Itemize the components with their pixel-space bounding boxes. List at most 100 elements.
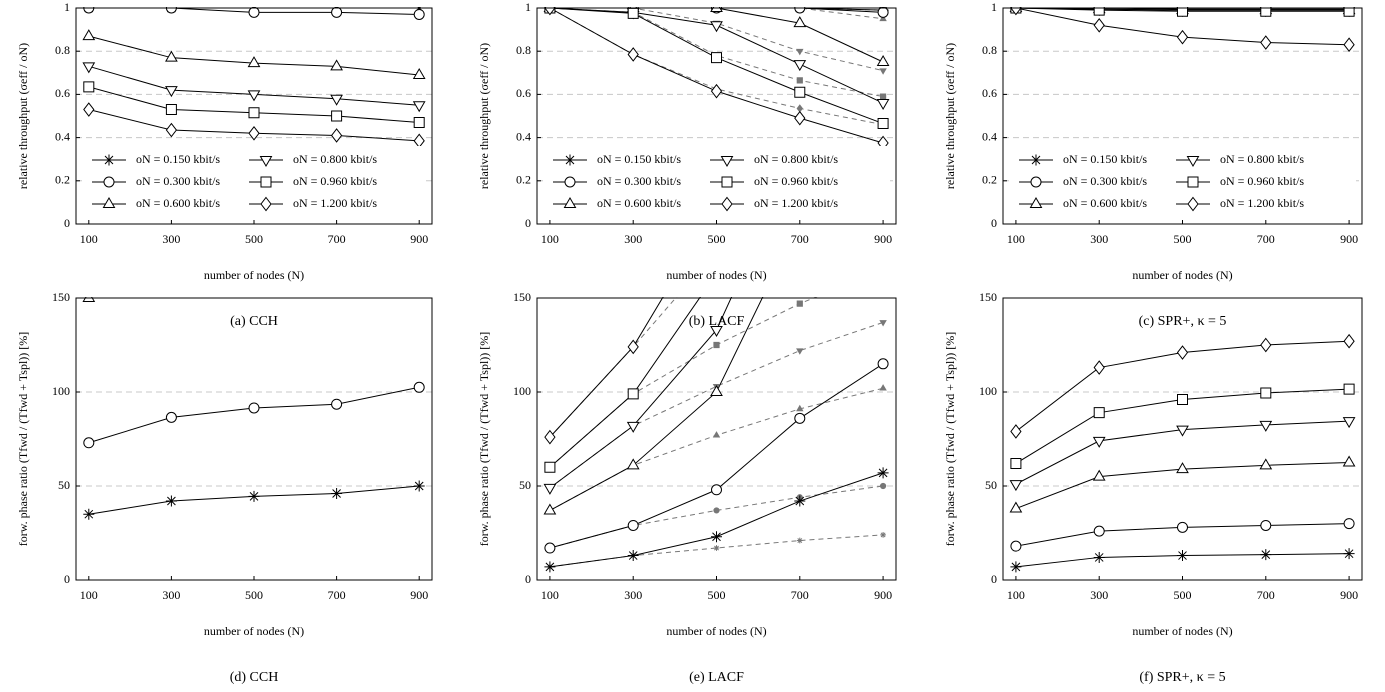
plot-frame bbox=[75, 7, 433, 225]
data-point bbox=[1177, 550, 1188, 562]
plot-frame bbox=[1002, 297, 1363, 581]
x-tick-label: 500 bbox=[708, 232, 726, 246]
x-axis-label: number of nodes (N) bbox=[204, 268, 304, 282]
plot-area bbox=[543, 7, 890, 151]
panel: 0 50 100 150 100 300 500 700 900 number of nodes … bbox=[943, 290, 1363, 685]
legend-marker bbox=[1030, 176, 1042, 188]
caption: (c) SPR+, κ = 5 bbox=[1139, 314, 1227, 329]
data-point bbox=[796, 300, 803, 307]
y-tick-label: 0.2 bbox=[982, 173, 997, 187]
data-point bbox=[165, 495, 177, 507]
y-tick-label: 0.8 bbox=[516, 43, 531, 57]
data-point bbox=[712, 431, 721, 438]
data-point bbox=[413, 480, 425, 492]
legend-label: oN = 0.960 kbit/s bbox=[293, 174, 377, 188]
legend-label: oN = 0.600 kbit/s bbox=[1063, 196, 1147, 210]
legend-marker bbox=[564, 154, 576, 166]
data-point bbox=[1009, 501, 1023, 513]
panel: 0 0.2 0.4 0.6 0.8 1 100 300 500 700 900 number of n… bbox=[16, 0, 433, 329]
legend-label: oN = 1.200 kbit/s bbox=[754, 196, 838, 210]
data-point bbox=[413, 116, 425, 128]
y-tick-label: 0.8 bbox=[982, 43, 997, 57]
data-point bbox=[796, 404, 804, 412]
y-tick-label: 0 bbox=[525, 216, 531, 230]
y-tick-label: 0 bbox=[991, 216, 997, 230]
x-axis-label: number of nodes (N) bbox=[204, 624, 304, 638]
data-point bbox=[330, 128, 343, 143]
data-point bbox=[713, 507, 720, 514]
plot-frame bbox=[536, 7, 897, 225]
data-point bbox=[544, 7, 556, 16]
data-point bbox=[627, 339, 639, 355]
x-tick-label: 100 bbox=[1007, 588, 1025, 602]
x-tick-label: 300 bbox=[624, 232, 642, 246]
data-point bbox=[879, 384, 887, 391]
series-line bbox=[549, 321, 884, 489]
legend-label: oN = 0.600 kbit/s bbox=[597, 196, 681, 210]
legend-marker bbox=[1029, 197, 1043, 208]
y-tick-label: 100 bbox=[979, 384, 997, 398]
data-point bbox=[627, 550, 639, 562]
data-point bbox=[796, 104, 804, 113]
y-axis-label: relative throughput (σeff / oN) bbox=[16, 43, 30, 189]
caption: (d) CCH bbox=[230, 670, 279, 685]
y-tick-label: 150 bbox=[979, 290, 997, 304]
panel: 0 50 100 150 100 300 500 700 900 number of nodes … bbox=[477, 290, 897, 685]
x-tick-label: 300 bbox=[1090, 232, 1108, 246]
data-point bbox=[544, 542, 556, 554]
data-point bbox=[710, 325, 723, 337]
y-tick-label: 50 bbox=[519, 478, 531, 492]
data-point bbox=[1343, 383, 1355, 395]
y-axis-label: forw. phase ratio (Tfwd / (Tfwd + Tspl))… bbox=[477, 332, 491, 547]
x-tick-label: 500 bbox=[1174, 588, 1192, 602]
y-axis-label: relative throughput (σeff / oN) bbox=[943, 43, 957, 189]
y-tick-label: 0.2 bbox=[516, 173, 531, 187]
data-point bbox=[544, 461, 556, 473]
data-point bbox=[165, 104, 177, 116]
data-point bbox=[1343, 518, 1355, 530]
x-tick-label: 100 bbox=[541, 232, 559, 246]
data-point bbox=[879, 93, 887, 100]
data-point bbox=[248, 402, 260, 414]
legend-marker bbox=[720, 156, 734, 167]
data-point bbox=[1177, 394, 1188, 406]
legend-marker bbox=[564, 176, 576, 188]
legend-marker bbox=[1187, 176, 1199, 188]
x-tick-label: 900 bbox=[874, 588, 892, 602]
series-line bbox=[549, 297, 733, 489]
data-point bbox=[1343, 7, 1355, 17]
legend-marker bbox=[260, 196, 272, 212]
legend-label: oN = 0.960 kbit/s bbox=[1220, 174, 1304, 188]
x-tick-label: 500 bbox=[245, 588, 263, 602]
plot-area bbox=[1009, 7, 1356, 53]
y-tick-label: 150 bbox=[52, 290, 70, 304]
x-tick-label: 700 bbox=[1257, 232, 1275, 246]
plot-area bbox=[82, 297, 425, 520]
data-point bbox=[627, 520, 639, 531]
legend-label: oN = 0.300 kbit/s bbox=[1063, 174, 1147, 188]
y-tick-label: 100 bbox=[52, 384, 70, 398]
legend-label: oN = 0.150 kbit/s bbox=[136, 152, 220, 166]
data-point bbox=[794, 86, 806, 98]
legend-marker bbox=[721, 196, 733, 212]
data-point bbox=[248, 7, 260, 18]
legend-label: oN = 0.600 kbit/s bbox=[136, 196, 220, 210]
data-point bbox=[82, 297, 96, 302]
y-tick-label: 0 bbox=[64, 216, 70, 230]
legend-label: oN = 0.800 kbit/s bbox=[1220, 152, 1304, 166]
data-point bbox=[1260, 549, 1272, 561]
data-point bbox=[330, 59, 343, 71]
data-point bbox=[1092, 436, 1106, 448]
x-axis-label: number of nodes (N) bbox=[1132, 624, 1232, 638]
data-point bbox=[793, 16, 807, 28]
x-tick-label: 300 bbox=[1090, 588, 1108, 602]
x-tick-label: 100 bbox=[80, 232, 98, 246]
data-point bbox=[412, 67, 426, 79]
data-point bbox=[1260, 337, 1272, 353]
series-line bbox=[88, 35, 420, 76]
x-tick-label: 100 bbox=[541, 588, 559, 602]
data-point bbox=[879, 68, 887, 75]
data-point bbox=[544, 561, 556, 573]
data-point bbox=[710, 21, 723, 33]
data-point bbox=[1343, 37, 1355, 53]
